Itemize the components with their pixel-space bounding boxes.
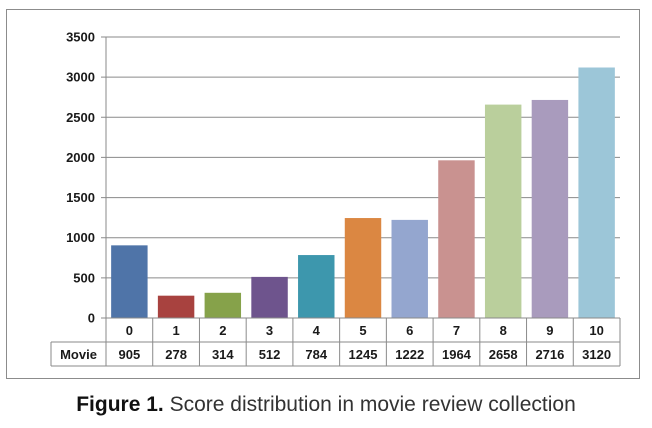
value-cell: 1964 [442,347,472,362]
bar [391,219,428,318]
value-cell: 905 [119,347,141,362]
y-tick-label: 1500 [66,190,95,205]
bar [251,276,288,318]
value-cell: 1222 [395,347,424,362]
x-category-label: 7 [453,323,460,338]
bar [204,292,242,318]
x-category-label: 10 [589,323,603,338]
value-cell: 784 [305,347,327,362]
x-category-label: 5 [359,323,366,338]
bar [344,218,382,318]
value-cell: 2658 [489,347,518,362]
bar [578,67,615,318]
y-tick-label: 0 [88,311,95,326]
value-cell: 2716 [535,347,564,362]
bar [111,245,148,318]
x-category-label: 0 [126,323,133,338]
y-tick-label: 1000 [66,230,95,245]
value-cell: 3120 [582,347,611,362]
y-tick-label: 500 [73,270,95,285]
bar [438,160,475,318]
y-tick-label: 2500 [66,110,95,125]
series-name-cell: Movie [60,347,97,362]
y-tick-label: 3500 [66,30,95,45]
x-category-label: 1 [172,323,179,338]
x-category-label: 6 [406,323,413,338]
bar [157,295,195,318]
figure-label: Figure 1. [76,393,164,416]
value-cell: 278 [165,347,187,362]
x-category-label: 4 [313,323,321,338]
x-category-label: 3 [266,323,273,338]
bar [484,104,522,318]
x-category-label: 8 [500,323,507,338]
value-cell: 1245 [349,347,378,362]
value-cell: 314 [212,347,234,362]
y-tick-label: 3000 [66,70,95,85]
x-category-label: 2 [219,323,226,338]
bar [531,99,569,318]
chart-frame: 0 500 1000 1500 2000 2500 3000 3500 Movie 0 905 1 2… [6,9,640,379]
y-tick-label: 2000 [66,150,95,165]
bar [298,255,335,318]
caption-text: Score distribution in movie review colle… [163,393,576,416]
x-category-label: 9 [546,323,553,338]
figure-caption: Figure 1. Score distribution in movie re… [0,393,652,417]
value-cell: 512 [259,347,281,362]
